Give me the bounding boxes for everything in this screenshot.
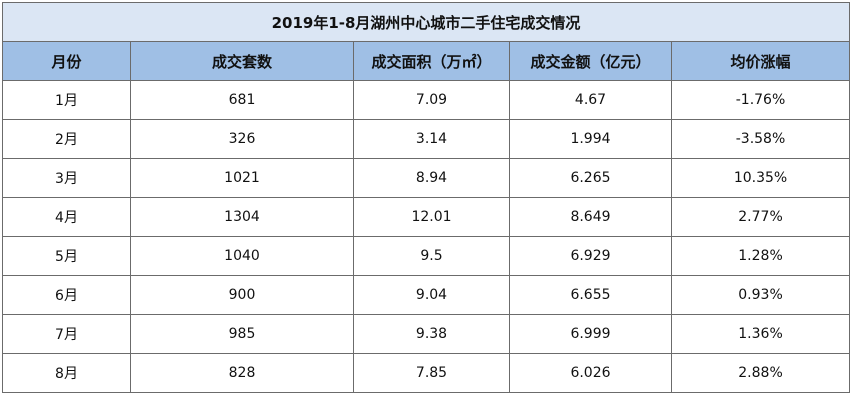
cell-month: 4月: [2, 197, 131, 237]
cell-price-change: 10.35%: [670, 158, 851, 198]
cell-area: 9.5: [353, 236, 510, 276]
cell-amount: 6.655: [509, 275, 672, 315]
cell-month: 5月: [2, 236, 131, 276]
cell-month: 8月: [2, 353, 131, 393]
cell-amount: 6.929: [509, 236, 672, 276]
cell-price-change: 1.36%: [670, 314, 851, 354]
cell-month: 6月: [2, 275, 131, 315]
cell-area: 7.85: [353, 353, 510, 393]
cell-month: 3月: [2, 158, 131, 198]
cell-units: 326: [130, 119, 354, 159]
table-row: 1月 681 7.09 4.67 -1.76%: [2, 80, 851, 120]
cell-area: 12.01: [353, 197, 510, 237]
cell-units: 1304: [130, 197, 354, 237]
cell-month: 2月: [2, 119, 131, 159]
header-month: 月份: [2, 41, 131, 81]
header-units: 成交套数: [130, 41, 354, 81]
table-container: 2019年1-8月湖州中心城市二手住宅成交情况 月份 成交套数 成交面积（万㎡）…: [1, 2, 851, 393]
header-area: 成交面积（万㎡）: [353, 41, 510, 81]
cell-price-change: -3.58%: [670, 119, 851, 159]
table-row: 6月 900 9.04 6.655 0.93%: [2, 275, 851, 315]
table-row: 5月 1040 9.5 6.929 1.28%: [2, 236, 851, 276]
cell-area: 3.14: [353, 119, 510, 159]
cell-area: 9.38: [353, 314, 510, 354]
table-row: 4月 1304 12.01 8.649 2.77%: [2, 197, 851, 237]
cell-month: 7月: [2, 314, 131, 354]
cell-price-change: 2.77%: [670, 197, 851, 237]
table-title: 2019年1-8月湖州中心城市二手住宅成交情况: [1, 2, 851, 42]
table-row: 7月 985 9.38 6.999 1.36%: [2, 314, 851, 354]
header-amount: 成交金额（亿元）: [509, 41, 672, 81]
cell-units: 681: [130, 80, 354, 120]
header-price-change: 均价涨幅: [670, 41, 851, 81]
cell-area: 9.04: [353, 275, 510, 315]
header-row: 月份 成交套数 成交面积（万㎡） 成交金额（亿元） 均价涨幅: [2, 41, 851, 81]
cell-amount: 6.265: [509, 158, 672, 198]
cell-units: 1040: [130, 236, 354, 276]
cell-amount: 1.994: [509, 119, 672, 159]
cell-amount: 6.026: [509, 353, 672, 393]
cell-units: 985: [130, 314, 354, 354]
cell-area: 8.94: [353, 158, 510, 198]
cell-price-change: 2.88%: [670, 353, 851, 393]
transaction-table: 2019年1-8月湖州中心城市二手住宅成交情况 月份 成交套数 成交面积（万㎡）…: [1, 2, 851, 393]
cell-price-change: -1.76%: [670, 80, 851, 120]
title-row: 2019年1-8月湖州中心城市二手住宅成交情况: [1, 2, 851, 42]
cell-price-change: 1.28%: [670, 236, 851, 276]
cell-units: 1021: [130, 158, 354, 198]
cell-price-change: 0.93%: [670, 275, 851, 315]
table-row: 8月 828 7.85 6.026 2.88%: [2, 353, 851, 393]
cell-month: 1月: [2, 80, 131, 120]
table-row: 2月 326 3.14 1.994 -3.58%: [2, 119, 851, 159]
cell-units: 828: [130, 353, 354, 393]
cell-amount: 4.67: [509, 80, 672, 120]
cell-amount: 8.649: [509, 197, 672, 237]
cell-amount: 6.999: [509, 314, 672, 354]
cell-area: 7.09: [353, 80, 510, 120]
table-row: 3月 1021 8.94 6.265 10.35%: [2, 158, 851, 198]
cell-units: 900: [130, 275, 354, 315]
